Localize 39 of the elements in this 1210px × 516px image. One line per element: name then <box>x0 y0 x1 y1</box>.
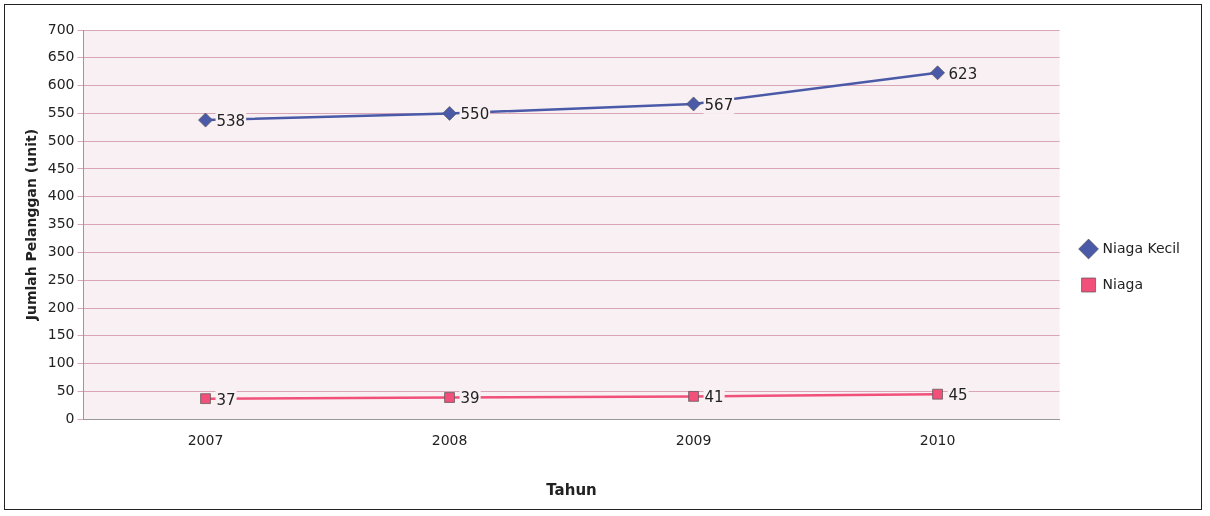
y-tick-label: 650 <box>47 48 75 65</box>
point <box>442 106 457 121</box>
y-tick-label: 400 <box>47 187 75 204</box>
data-label: 538 <box>216 111 246 130</box>
x-tick-label: 2008 <box>431 432 468 449</box>
point <box>200 393 211 404</box>
y-tick-label: 150 <box>47 326 75 343</box>
data-label: 37 <box>216 390 236 409</box>
x-tick-label: 2009 <box>675 432 712 449</box>
y-tick-label: 0 <box>65 409 75 426</box>
y-axis-title: Jumlah Pelanggan (unit) <box>23 128 40 322</box>
y-tick-label: 550 <box>47 104 75 121</box>
y-tick-label: 600 <box>47 76 75 93</box>
x-tick-label: 2007 <box>187 432 224 449</box>
point <box>686 96 701 112</box>
data-label: 567 <box>704 95 734 114</box>
y-tick-label: 700 <box>47 20 75 37</box>
point <box>930 65 945 81</box>
legend-label: Niaga Kecil <box>1102 239 1181 256</box>
y-tick-label: 100 <box>47 354 75 371</box>
point <box>198 112 213 128</box>
point <box>444 392 455 403</box>
y-tick-label: 350 <box>47 215 75 232</box>
y-tick-label: 300 <box>47 243 75 260</box>
legend-label: Niaga <box>1102 275 1143 292</box>
x-tick-label: 2010 <box>919 432 956 449</box>
data-label: 45 <box>948 386 968 405</box>
y-tick-label: 50 <box>56 382 75 399</box>
y-tick-label: 450 <box>47 159 75 176</box>
data-label: 41 <box>704 388 724 407</box>
y-tick-label: 500 <box>47 131 75 148</box>
data-label: 550 <box>460 105 490 124</box>
point <box>688 391 699 402</box>
point <box>932 388 943 400</box>
y-tick-label: 200 <box>47 298 75 315</box>
data-label: 623 <box>948 64 978 83</box>
y-tick-label: 250 <box>47 270 75 287</box>
data-label: 39 <box>460 389 480 408</box>
x-axis-title: Tahun <box>546 480 597 499</box>
